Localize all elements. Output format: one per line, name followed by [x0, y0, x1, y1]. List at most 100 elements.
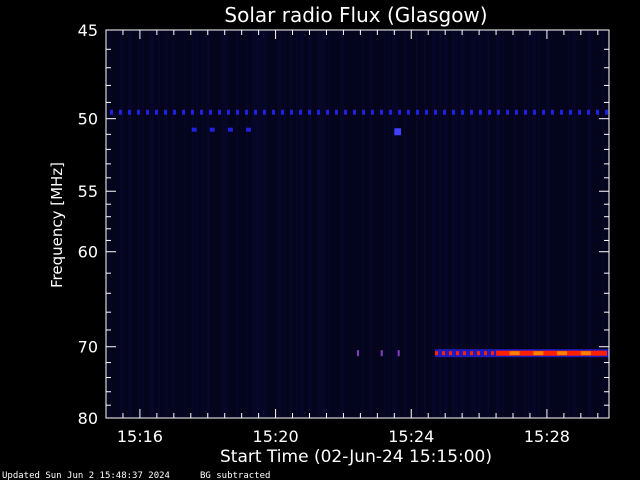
heatmap-column: [290, 30, 292, 418]
heatmap-column: [208, 30, 210, 418]
band-dash: [461, 109, 464, 115]
burst-segment: [435, 351, 439, 356]
heatmap-column: [206, 30, 208, 418]
band-dash: [173, 109, 176, 115]
heatmap-column: [404, 30, 406, 418]
heatmap-column: [370, 30, 372, 418]
heatmap-column: [122, 30, 124, 418]
band-dash: [227, 109, 230, 115]
heatmap-column: [252, 30, 254, 418]
heatmap-column: [534, 30, 536, 418]
burst-precursor: [380, 350, 383, 357]
burst-precursor: [356, 350, 359, 357]
burst-segment: [470, 351, 474, 356]
heatmap-column: [474, 30, 476, 418]
heatmap-column: [322, 30, 324, 418]
plot-area: [105, 29, 610, 419]
band-spot: [394, 128, 402, 136]
heatmap-column: [108, 30, 110, 418]
heatmap-column: [460, 30, 462, 418]
burst-hotspot: [509, 351, 520, 356]
heatmap-column: [150, 30, 152, 418]
heatmap-column: [226, 30, 228, 418]
band-dash: [182, 109, 185, 115]
burst-segment: [449, 351, 453, 356]
band-dash: [389, 109, 392, 115]
burst-segment: [442, 351, 446, 356]
heatmap-column: [246, 30, 248, 418]
burst-segment: [491, 351, 495, 356]
band-dash: [245, 109, 248, 115]
band-dash: [200, 109, 203, 115]
heatmap-column: [222, 30, 224, 418]
heatmap-column: [340, 30, 342, 418]
burst-segment: [477, 351, 481, 356]
band-dash: [335, 109, 338, 115]
y-tick-label: 55: [78, 182, 98, 201]
band-dash: [326, 109, 329, 115]
y-tick-label: 80: [78, 409, 98, 428]
footer-bg-subtracted: BG subtracted: [200, 471, 270, 480]
band-dash: [569, 109, 572, 115]
band-dash: [416, 109, 419, 115]
heatmap-column: [172, 30, 174, 418]
heatmap-column: [262, 30, 264, 418]
band-dash: [317, 109, 320, 115]
band-dash: [272, 109, 275, 115]
heatmap-column: [236, 30, 238, 418]
x-axis-label: Start Time (02-Jun-24 15:15:00): [220, 447, 492, 467]
heatmap-column: [324, 30, 326, 418]
heatmap-column: [254, 30, 256, 418]
burst-hotspot: [557, 351, 568, 356]
x-tick-label: 15:20: [253, 427, 299, 446]
heatmap-column: [524, 30, 526, 418]
heatmap-column: [264, 30, 266, 418]
heatmap-columns: [108, 30, 610, 418]
band-spot: [191, 127, 197, 132]
heatmap-column: [456, 30, 458, 418]
y-tick-label: 60: [78, 243, 98, 262]
heatmap-column: [532, 30, 534, 418]
band-spot: [227, 127, 233, 132]
band-dash: [344, 109, 347, 115]
chart-title: Solar radio Flux (Glasgow): [224, 3, 487, 27]
burst-segment: [456, 351, 460, 356]
band-dash: [551, 109, 554, 115]
heatmap-column: [548, 30, 550, 418]
heatmap-column: [464, 30, 466, 418]
heatmap-column: [486, 30, 488, 418]
heatmap-column: [574, 30, 576, 418]
band-dash: [443, 109, 446, 115]
band-dash: [425, 109, 428, 115]
burst-hotspot: [580, 351, 591, 356]
heatmap-column: [528, 30, 530, 418]
band-dash: [308, 109, 311, 115]
heatmap-column: [462, 30, 464, 418]
heatmap-column: [590, 30, 592, 418]
heatmap-column: [310, 30, 312, 418]
heatmap-column: [166, 30, 168, 418]
heatmap-column: [152, 30, 154, 418]
heatmap-column: [256, 30, 258, 418]
band-dash: [524, 109, 527, 115]
x-tick-label: 15:28: [524, 427, 570, 446]
band-dash: [596, 109, 599, 115]
heatmap-column: [444, 30, 446, 418]
heatmap-column: [296, 30, 298, 418]
burst-hotspot: [533, 351, 544, 356]
heatmap-column: [196, 30, 198, 418]
y-tick-label: 50: [78, 110, 98, 129]
heatmap-column: [284, 30, 286, 418]
heatmap-column: [300, 30, 302, 418]
band-dash: [407, 109, 410, 115]
band-dash: [398, 109, 401, 115]
heatmap-column: [452, 30, 454, 418]
band-dash: [371, 109, 374, 115]
heatmap-column: [424, 30, 426, 418]
band-dash: [587, 109, 590, 115]
band-dash: [191, 109, 194, 115]
band-dash: [506, 109, 509, 115]
heatmap-column: [416, 30, 418, 418]
heatmap-column: [302, 30, 304, 418]
